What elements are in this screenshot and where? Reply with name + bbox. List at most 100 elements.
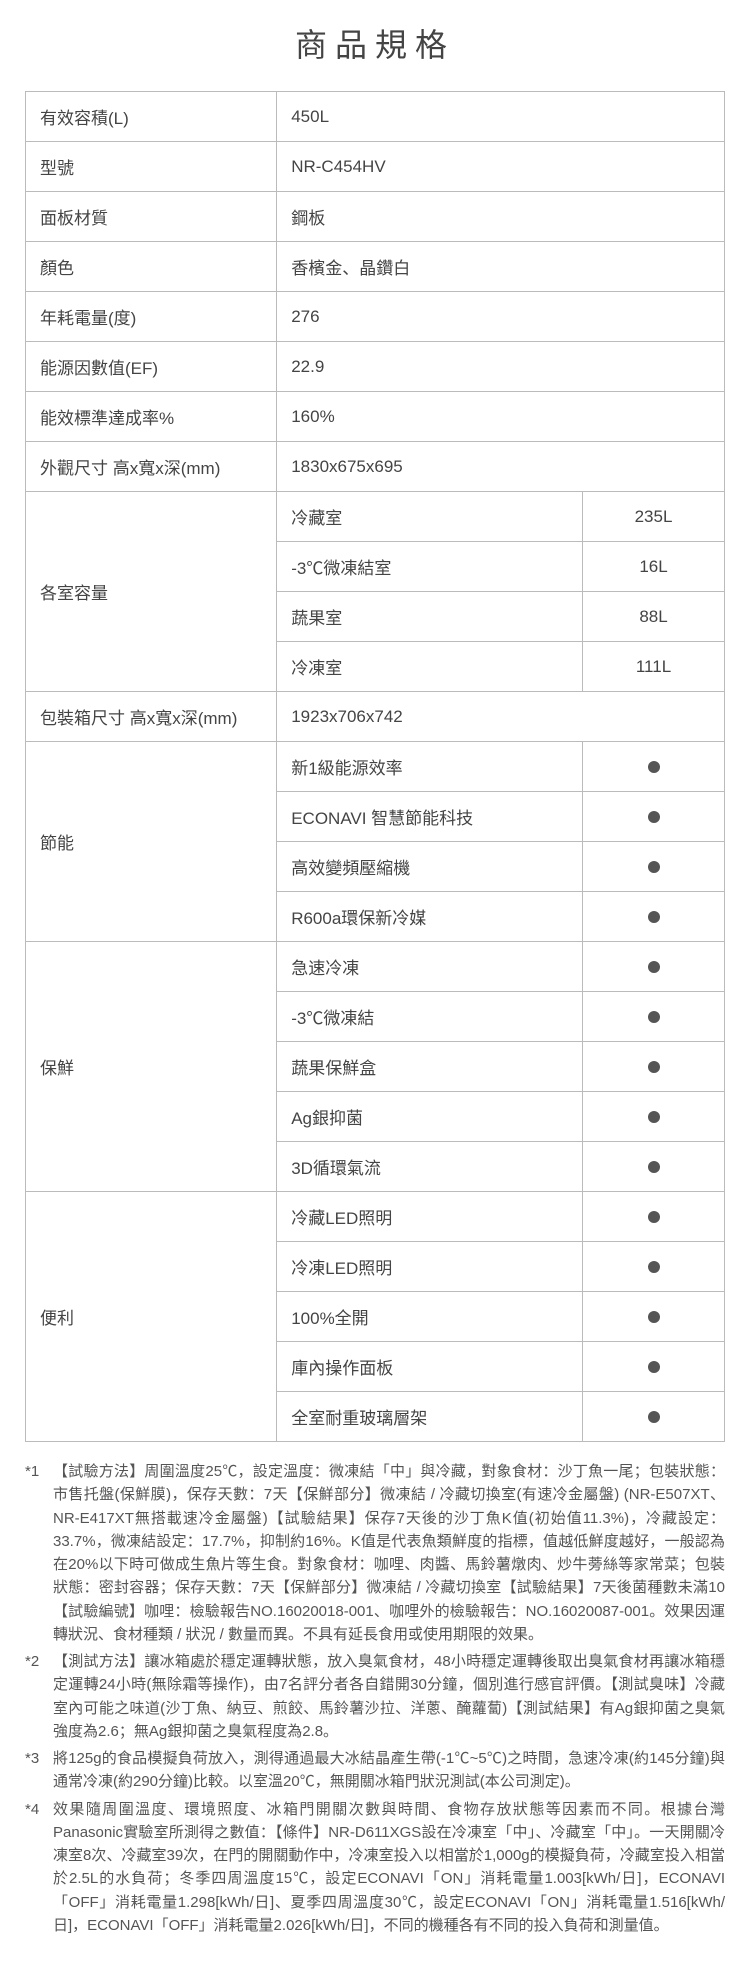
feature-name: 冷凍LED照明 bbox=[277, 1242, 583, 1292]
feature-name: 冷藏LED照明 bbox=[277, 1192, 583, 1242]
spec-value: NR-C454HV bbox=[277, 142, 725, 192]
spec-row: 能源因數值(EF)22.9 bbox=[26, 342, 725, 392]
feature-dot-cell bbox=[583, 1242, 725, 1292]
feature-name: ECONAVI 智慧節能科技 bbox=[277, 792, 583, 842]
dot-icon bbox=[648, 761, 660, 773]
dot-icon bbox=[648, 1261, 660, 1273]
footnote-marker: *1 bbox=[25, 1460, 53, 1646]
feature-name: 蔬果保鮮盒 bbox=[277, 1042, 583, 1092]
footnote-text: 效果隨周圍溫度、環境照度、冰箱門開關次數與時間、食物存放狀態等因素而不同。根據台… bbox=[53, 1798, 725, 1938]
feature-row: 便利冷藏LED照明 bbox=[26, 1192, 725, 1242]
packaging-row: 包裝箱尺寸 高x寬x深(mm)1923x706x742 bbox=[26, 692, 725, 742]
packaging-value: 1923x706x742 bbox=[277, 692, 725, 742]
compartment-row: 各室容量冷藏室235L bbox=[26, 492, 725, 542]
dot-icon bbox=[648, 1161, 660, 1173]
footnote: *1【試驗方法】周圍溫度25℃，設定溫度：微凍結「中」與冷藏，對象食材：沙丁魚一… bbox=[25, 1460, 725, 1646]
feature-name: 庫內操作面板 bbox=[277, 1342, 583, 1392]
footnote: *3將125g的食品模擬負荷放入，測得通過最大冰結晶產生帶(-1℃~5℃)之時間… bbox=[25, 1747, 725, 1794]
feature-name: 3D循環氣流 bbox=[277, 1142, 583, 1192]
spec-value: 鋼板 bbox=[277, 192, 725, 242]
feature-name: 新1級能源效率 bbox=[277, 742, 583, 792]
spec-label: 顏色 bbox=[26, 242, 277, 292]
dot-icon bbox=[648, 1111, 660, 1123]
feature-dot-cell bbox=[583, 942, 725, 992]
page-title: 商品規格 bbox=[25, 20, 725, 66]
feature-name: -3℃微凍結 bbox=[277, 992, 583, 1042]
spec-row: 能效標準達成率%160% bbox=[26, 392, 725, 442]
spec-label: 面板材質 bbox=[26, 192, 277, 242]
spec-row: 有效容積(L)450L bbox=[26, 92, 725, 142]
spec-value: 1830x675x695 bbox=[277, 442, 725, 492]
spec-value: 450L bbox=[277, 92, 725, 142]
feature-dot-cell bbox=[583, 1042, 725, 1092]
footnote: *2【測試方法】讓冰箱處於穩定運轉狀態，放入臭氣食材，48小時穩定運轉後取出臭氣… bbox=[25, 1650, 725, 1743]
compartment-name: 冷藏室 bbox=[277, 492, 583, 542]
spec-label: 年耗電量(度) bbox=[26, 292, 277, 342]
spec-table: 有效容積(L)450L型號NR-C454HV面板材質鋼板顏色香檳金、晶鑽白年耗電… bbox=[25, 91, 725, 1442]
feature-row: 保鮮急速冷凍 bbox=[26, 942, 725, 992]
spec-value: 160% bbox=[277, 392, 725, 442]
footnote-text: 將125g的食品模擬負荷放入，測得通過最大冰結晶產生帶(-1℃~5℃)之時間，急… bbox=[53, 1747, 725, 1794]
spec-value: 香檳金、晶鑽白 bbox=[277, 242, 725, 292]
compartment-value: 88L bbox=[583, 592, 725, 642]
compartment-group-label: 各室容量 bbox=[26, 492, 277, 692]
feature-group-label: 保鮮 bbox=[26, 942, 277, 1192]
spec-row: 顏色香檳金、晶鑽白 bbox=[26, 242, 725, 292]
feature-name: 全室耐重玻璃層架 bbox=[277, 1392, 583, 1442]
feature-name: R600a環保新冷媒 bbox=[277, 892, 583, 942]
feature-dot-cell bbox=[583, 1292, 725, 1342]
feature-dot-cell bbox=[583, 792, 725, 842]
feature-group-label: 節能 bbox=[26, 742, 277, 942]
dot-icon bbox=[648, 1311, 660, 1323]
dot-icon bbox=[648, 1361, 660, 1373]
spec-label: 外觀尺寸 高x寬x深(mm) bbox=[26, 442, 277, 492]
dot-icon bbox=[648, 1411, 660, 1423]
spec-label: 型號 bbox=[26, 142, 277, 192]
dot-icon bbox=[648, 1211, 660, 1223]
footnote: *4效果隨周圍溫度、環境照度、冰箱門開關次數與時間、食物存放狀態等因素而不同。根… bbox=[25, 1798, 725, 1938]
compartment-name: 冷凍室 bbox=[277, 642, 583, 692]
compartment-name: -3℃微凍結室 bbox=[277, 542, 583, 592]
spec-value: 276 bbox=[277, 292, 725, 342]
feature-row: 節能新1級能源效率 bbox=[26, 742, 725, 792]
dot-icon bbox=[648, 1061, 660, 1073]
footnotes: *1【試驗方法】周圍溫度25℃，設定溫度：微凍結「中」與冷藏，對象食材：沙丁魚一… bbox=[25, 1460, 725, 1937]
feature-name: Ag銀抑菌 bbox=[277, 1092, 583, 1142]
packaging-label: 包裝箱尺寸 高x寬x深(mm) bbox=[26, 692, 277, 742]
feature-name: 高效變頻壓縮機 bbox=[277, 842, 583, 892]
spec-label: 有效容積(L) bbox=[26, 92, 277, 142]
dot-icon bbox=[648, 961, 660, 973]
feature-dot-cell bbox=[583, 742, 725, 792]
footnote-marker: *4 bbox=[25, 1798, 53, 1938]
feature-dot-cell bbox=[583, 1142, 725, 1192]
compartment-value: 235L bbox=[583, 492, 725, 542]
spec-row: 型號NR-C454HV bbox=[26, 142, 725, 192]
compartment-value: 111L bbox=[583, 642, 725, 692]
dot-icon bbox=[648, 911, 660, 923]
footnote-text: 【測試方法】讓冰箱處於穩定運轉狀態，放入臭氣食材，48小時穩定運轉後取出臭氣食材… bbox=[53, 1650, 725, 1743]
feature-dot-cell bbox=[583, 892, 725, 942]
compartment-name: 蔬果室 bbox=[277, 592, 583, 642]
feature-dot-cell bbox=[583, 1392, 725, 1442]
spec-label: 能源因數值(EF) bbox=[26, 342, 277, 392]
footnote-marker: *3 bbox=[25, 1747, 53, 1794]
footnote-marker: *2 bbox=[25, 1650, 53, 1743]
dot-icon bbox=[648, 861, 660, 873]
feature-name: 100%全開 bbox=[277, 1292, 583, 1342]
feature-dot-cell bbox=[583, 1342, 725, 1392]
feature-dot-cell bbox=[583, 842, 725, 892]
footnote-text: 【試驗方法】周圍溫度25℃，設定溫度：微凍結「中」與冷藏，對象食材：沙丁魚一尾；… bbox=[53, 1460, 725, 1646]
compartment-value: 16L bbox=[583, 542, 725, 592]
feature-dot-cell bbox=[583, 992, 725, 1042]
spec-row: 面板材質鋼板 bbox=[26, 192, 725, 242]
spec-label: 能效標準達成率% bbox=[26, 392, 277, 442]
feature-group-label: 便利 bbox=[26, 1192, 277, 1442]
feature-name: 急速冷凍 bbox=[277, 942, 583, 992]
spec-value: 22.9 bbox=[277, 342, 725, 392]
feature-dot-cell bbox=[583, 1092, 725, 1142]
spec-row: 年耗電量(度)276 bbox=[26, 292, 725, 342]
feature-dot-cell bbox=[583, 1192, 725, 1242]
dot-icon bbox=[648, 1011, 660, 1023]
spec-row: 外觀尺寸 高x寬x深(mm)1830x675x695 bbox=[26, 442, 725, 492]
dot-icon bbox=[648, 811, 660, 823]
